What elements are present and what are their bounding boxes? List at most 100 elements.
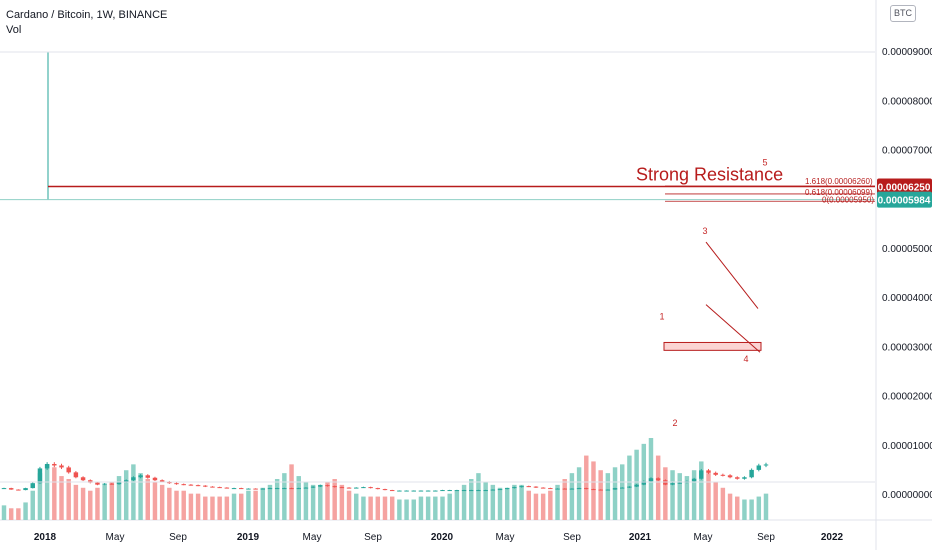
candle-body: [727, 475, 733, 478]
price-tick-label: 0.00008000: [882, 96, 932, 107]
volume-bar: [727, 493, 733, 520]
volume-bar: [37, 473, 43, 520]
candle-body: [440, 490, 445, 492]
volume-bar: [152, 481, 158, 520]
candle-body: [634, 484, 639, 487]
candle-body: [533, 486, 539, 488]
candle-body: [699, 470, 704, 479]
candle-body: [375, 488, 381, 490]
time-tick-label: May: [106, 532, 125, 543]
candle-body: [454, 490, 460, 492]
volume-bar: [296, 476, 301, 520]
candle-body: [519, 486, 524, 488]
candle-body: [389, 490, 395, 492]
volume-bar: [562, 479, 567, 520]
candle-body: [397, 490, 402, 492]
volume-bar: [411, 499, 416, 520]
candle-body: [23, 488, 28, 491]
time-tick-label: 2020: [431, 532, 454, 543]
volume-bar: [619, 464, 625, 520]
chart-legend: Cardano / Bitcoin, 1W, BINANCE Vol: [6, 8, 167, 38]
time-tick-label: 2021: [629, 532, 652, 543]
candle-body: [253, 488, 258, 490]
volume-bar: [540, 493, 546, 520]
volume-bar: [224, 496, 230, 520]
candle-body: [296, 488, 301, 490]
candle-body: [123, 480, 129, 483]
candle-body: [641, 481, 647, 485]
resistance-price-tag: [877, 178, 932, 195]
candle-body: [425, 490, 431, 492]
support-zone: [663, 341, 762, 351]
candle-body: [361, 487, 366, 489]
volume-bar: [735, 496, 740, 520]
candle-body: [152, 477, 158, 481]
candle-body: [569, 488, 575, 490]
candle-body: [1, 488, 7, 490]
volume-bar: [66, 479, 71, 520]
candle-body: [282, 488, 287, 490]
candle-body: [605, 489, 611, 491]
candle-body: [720, 474, 726, 476]
volume-bar: [497, 487, 503, 520]
volume-bar: [404, 499, 409, 520]
time-tick-label: May: [496, 532, 515, 543]
volume-bar: [16, 508, 21, 520]
candle-body: [404, 490, 409, 492]
volume-bar: [138, 473, 143, 520]
volume-bar: [519, 484, 524, 520]
candle-body: [44, 463, 50, 469]
candle-body: [548, 488, 553, 490]
candle-body: [318, 485, 323, 487]
volume-bar: [354, 493, 359, 520]
volume-bar: [663, 467, 668, 520]
price-tick-label: 0.00004000: [882, 293, 932, 304]
candle-body: [80, 477, 86, 481]
volume-bar: [116, 476, 122, 520]
volume-bar: [368, 496, 373, 520]
time-tick-label: Sep: [169, 532, 187, 543]
candle-body: [260, 488, 266, 490]
volume-bar: [713, 481, 718, 520]
candle-body: [433, 490, 438, 492]
candle-body: [332, 486, 337, 488]
candle-body: [447, 490, 452, 492]
candle-body: [411, 490, 416, 492]
candle-body: [131, 477, 136, 481]
volume-bar: [1, 505, 7, 520]
volume-bar: [433, 496, 438, 520]
candle-body: [742, 477, 747, 479]
volume-bar: [303, 481, 309, 520]
candle-body: [540, 487, 546, 489]
candle-body: [354, 487, 359, 489]
candle-body: [16, 489, 21, 491]
candle-body: [756, 465, 762, 470]
time-tick-label: 2018: [34, 532, 57, 543]
candle-body: [8, 488, 14, 490]
strong-resistance-label: Strong Resistance: [636, 165, 783, 185]
volume-bar: [756, 496, 762, 520]
volume-bar: [253, 490, 258, 520]
candle-body: [763, 464, 769, 466]
volume-bar: [131, 464, 136, 520]
candle-body: [598, 489, 603, 491]
wedge-upper-line: [705, 241, 759, 309]
volume-bar: [246, 490, 251, 520]
volume-bar: [339, 484, 345, 520]
volume-bar: [418, 496, 424, 520]
volume-bar: [447, 493, 452, 520]
time-tick-label: 2022: [821, 532, 844, 543]
volume-bar: [476, 473, 481, 520]
time-tick-label: Sep: [364, 532, 382, 543]
price-tick-label: 0.00009000: [882, 47, 932, 58]
candle-body: [562, 488, 567, 490]
volume-bar: [346, 490, 352, 520]
volume-bar: [533, 493, 539, 520]
candle-body: [591, 489, 596, 491]
price-tick-label: 0.00005000: [882, 244, 932, 255]
volume-bar: [490, 484, 496, 520]
symbol-title: Cardano / Bitcoin, 1W, BINANCE: [6, 9, 168, 21]
currency-badge[interactable]: BTC: [890, 5, 916, 22]
